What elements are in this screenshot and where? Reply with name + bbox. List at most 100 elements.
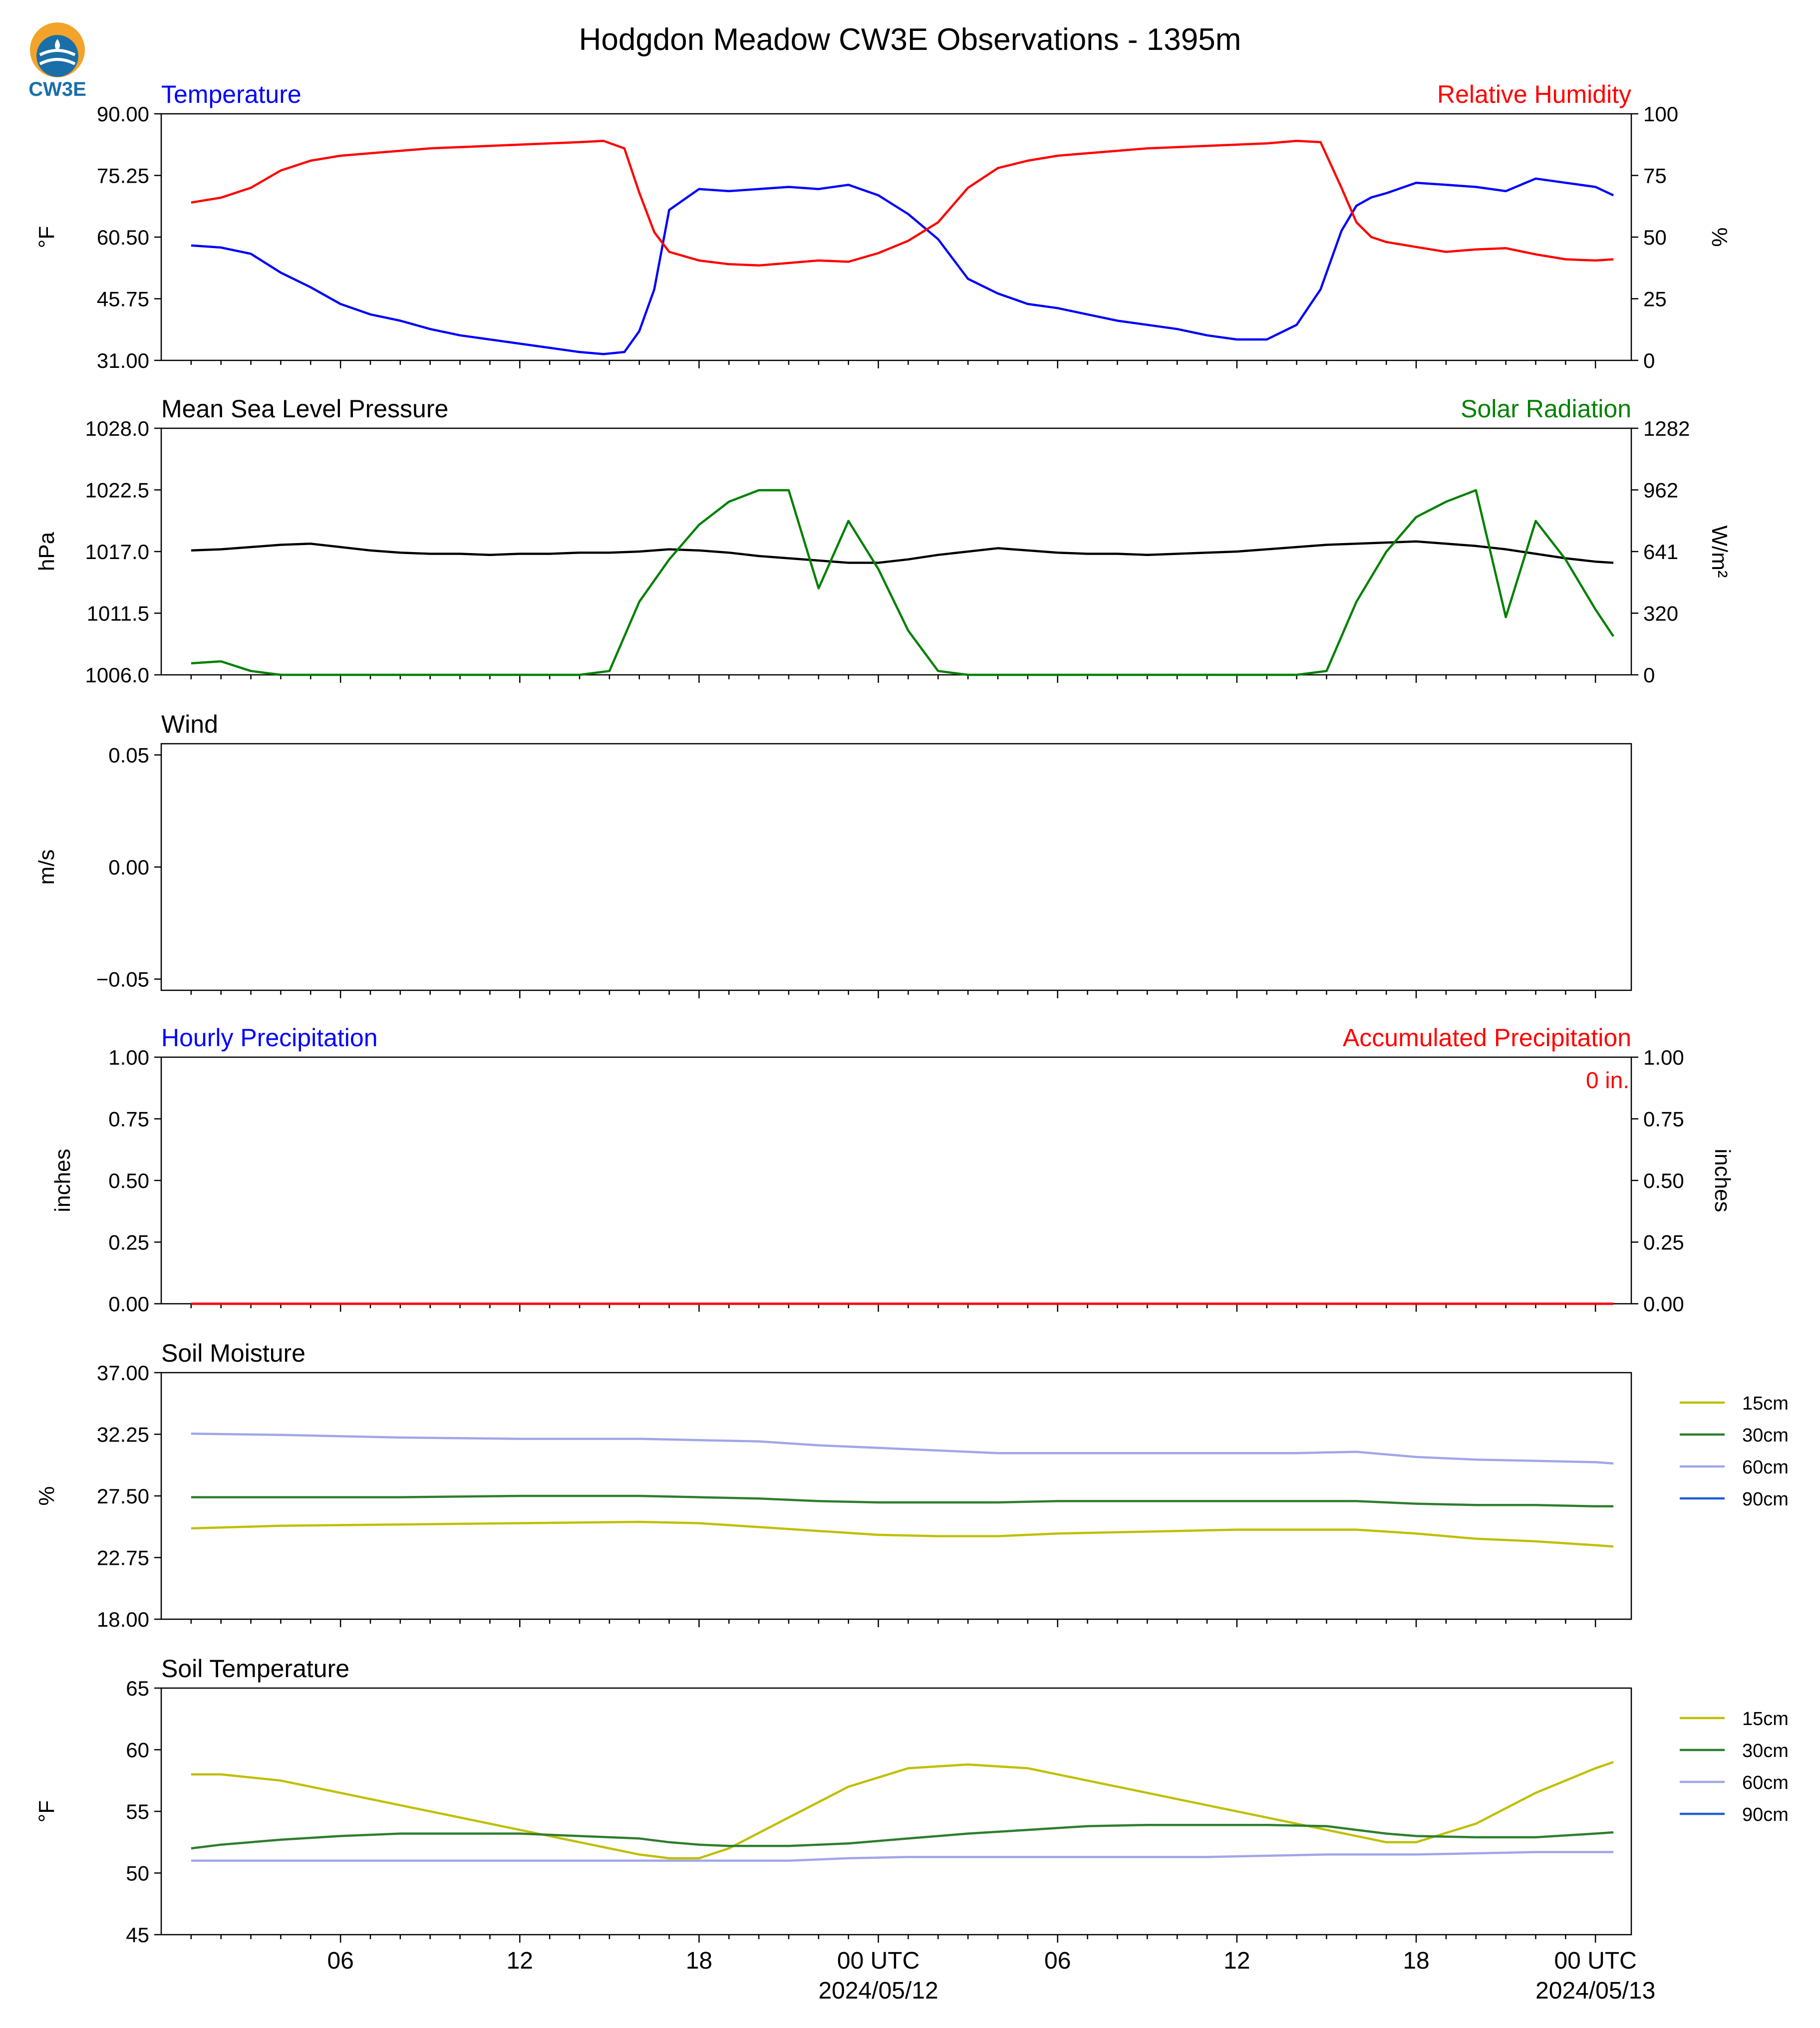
logo-text: CW3E — [28, 78, 86, 100]
series-line-15cm — [191, 1520, 1614, 1548]
y-tick-label: 55 — [126, 1800, 149, 1823]
panel-title-left: Mean Sea Level Pressure — [161, 395, 448, 423]
series-line-mean-sea-level-pressure — [191, 540, 1614, 564]
x-tick-label: 12 — [1223, 1948, 1250, 1974]
plot-frame — [160, 743, 1632, 991]
x-tick-label: 18 — [1403, 1948, 1429, 1974]
y-tick-label: 31.00 — [97, 349, 149, 372]
cw3e-logo: CW3E — [28, 22, 86, 100]
y-tick-label: 0.00 — [108, 1292, 149, 1316]
logo-drop-icon — [55, 39, 60, 51]
y-axis-title: inches — [50, 1149, 75, 1212]
series-line-60cm — [191, 1851, 1614, 1862]
y-tick-label: −0.05 — [96, 968, 149, 991]
panel-title-left: Soil Moisture — [161, 1339, 305, 1367]
y-tick-label: 27.50 — [97, 1484, 149, 1508]
y-tick-label: 60.50 — [97, 226, 149, 249]
series-line-relative-humidity — [191, 140, 1614, 267]
panel-title-left: Soil Temperature — [161, 1655, 349, 1683]
series-line-30cm — [191, 1494, 1614, 1508]
x-tick-label: 06 — [327, 1948, 353, 1974]
plot-frame — [160, 1687, 1632, 1936]
y-tick-label: 45.75 — [97, 288, 149, 311]
y-tick-label: 0.25 — [108, 1231, 149, 1254]
y-tick-label: 1022.5 — [85, 479, 149, 502]
panel-4: Hourly Precipitation Accumulated Precipit… — [50, 1024, 1735, 1316]
legend-label: 60cm — [1742, 1457, 1789, 1478]
y-tick-label: 0.05 — [108, 743, 149, 767]
panel-title-right: Relative Humidity — [1437, 80, 1631, 108]
y-right-tick-label: 0.75 — [1643, 1108, 1684, 1131]
plot-frame — [160, 113, 1632, 361]
legend: 15cm 30cm 60cm 90cm — [1680, 1709, 1789, 1825]
x-date-label: 2024/05/13 — [1535, 1978, 1655, 2004]
y-right-tick-label: 0.25 — [1643, 1231, 1684, 1254]
y-right-tick-label: 0 — [1643, 349, 1655, 372]
y-tick-label: 1006.0 — [85, 663, 149, 687]
y-tick-label: 45 — [126, 1923, 149, 1947]
y-right-tick-label: 320 — [1643, 602, 1678, 625]
panel-2: Mean Sea Level Pressure Solar Radiation 10… — [34, 395, 1732, 687]
chart-panels: Temperature Relative Humidity 90.00 75.25 60… — [34, 80, 1789, 1947]
y-tick-label: 1.00 — [108, 1046, 149, 1069]
panel-6: Soil Temperature 65 60 55 50 45 °F 15cm 30cm 60cm… — [34, 1655, 1789, 1947]
x-tick-label: 00 UTC — [1554, 1948, 1636, 1974]
time-axis: 06 12 18 00 UTC 06 12 18 00 UTC 2024/05/12 2024/0… — [327, 1948, 1655, 2004]
y-tick-label: 1017.0 — [85, 540, 149, 564]
panel-title-right: Accumulated Precipitation — [1343, 1024, 1631, 1052]
x-tick-label: 00 UTC — [837, 1948, 919, 1974]
accumulation-annotation: 0 in. — [1586, 1067, 1629, 1093]
x-tick-label: 12 — [507, 1948, 533, 1974]
y-tick-label: 0.00 — [108, 856, 149, 879]
panel-1: Temperature Relative Humidity 90.00 75.25 60… — [34, 80, 1732, 372]
plot-frame — [160, 1372, 1632, 1620]
y-tick-label: 18.00 — [97, 1608, 149, 1631]
panel-title-right: Solar Radiation — [1461, 395, 1631, 423]
y-axis-title: °F — [34, 1800, 59, 1822]
logo-globe-icon — [36, 35, 78, 77]
y-right-tick-label: 1282 — [1643, 417, 1690, 440]
legend: 15cm 30cm 60cm 90cm — [1680, 1393, 1789, 1510]
y-right-tick-label: 0.00 — [1643, 1292, 1684, 1316]
y-right-tick-label: 1.00 — [1643, 1046, 1684, 1069]
legend-label: 30cm — [1742, 1740, 1789, 1761]
panel-5: Soil Moisture 37.00 32.25 27.50 22.75 18.00% 1… — [34, 1339, 1789, 1631]
y-tick-label: 65 — [126, 1677, 149, 1700]
y-tick-label: 0.50 — [108, 1169, 149, 1192]
y-right-tick-label: 50 — [1643, 226, 1667, 249]
y-right-tick-label: 641 — [1643, 540, 1678, 564]
x-tick-label: 18 — [686, 1948, 712, 1974]
y-right-tick-label: 0 — [1643, 663, 1655, 687]
panel-title-left: Temperature — [161, 80, 302, 108]
legend-label: 90cm — [1742, 1489, 1789, 1510]
series-line-60cm — [191, 1432, 1614, 1465]
series-line-30cm — [191, 1823, 1614, 1850]
y-axis-title: m/s — [34, 850, 59, 885]
legend-label: 90cm — [1742, 1804, 1789, 1825]
y-tick-label: 1011.5 — [87, 602, 149, 625]
y-right-axis-title: % — [1707, 227, 1732, 247]
y-tick-label: 37.00 — [97, 1361, 149, 1385]
y-tick-label: 75.25 — [97, 164, 149, 188]
y-right-axis-title: W/m² — [1707, 525, 1732, 578]
y-axis-title: % — [34, 1486, 59, 1505]
legend-label: 15cm — [1742, 1393, 1789, 1414]
panel-title-left: Hourly Precipitation — [161, 1024, 378, 1052]
y-tick-label: 90.00 — [97, 102, 149, 126]
y-right-tick-label: 0.50 — [1643, 1169, 1684, 1192]
y-tick-label: 60 — [126, 1738, 149, 1762]
y-axis-title: °F — [34, 226, 59, 248]
x-date-label: 2024/05/12 — [818, 1978, 938, 2004]
legend-label: 15cm — [1742, 1709, 1789, 1730]
y-tick-label: 1028.0 — [85, 417, 149, 440]
series-line-temperature — [191, 177, 1614, 355]
panel-title-left: Wind — [161, 710, 218, 738]
y-right-tick-label: 25 — [1643, 288, 1667, 311]
panel-3: Wind 0.05 0.00 −0.05 m/s — [34, 710, 1632, 998]
plot-frame — [160, 1056, 1632, 1305]
legend-label: 30cm — [1742, 1425, 1789, 1446]
y-tick-label: 22.75 — [97, 1546, 149, 1570]
y-tick-label: 50 — [126, 1862, 149, 1885]
y-right-tick-label: 962 — [1643, 479, 1678, 502]
